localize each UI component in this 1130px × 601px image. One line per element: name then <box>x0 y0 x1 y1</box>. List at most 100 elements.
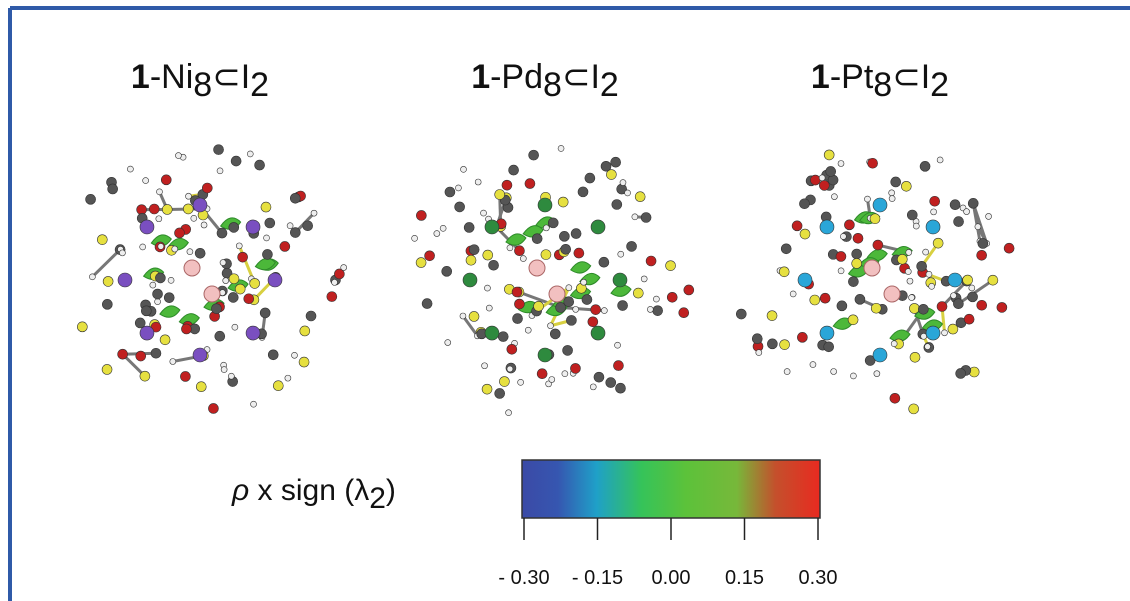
atom <box>214 330 226 342</box>
atom <box>844 219 855 231</box>
atom <box>107 183 118 195</box>
molecule <box>77 144 347 414</box>
atom <box>480 209 487 217</box>
atom <box>905 249 913 256</box>
atom <box>520 255 527 262</box>
atom <box>213 144 224 155</box>
atom <box>996 302 1008 313</box>
atom <box>560 243 572 255</box>
atom <box>683 284 695 296</box>
atom <box>836 300 848 312</box>
atom <box>617 300 628 311</box>
atom <box>142 177 149 184</box>
atom <box>611 199 623 210</box>
atom <box>953 298 964 310</box>
atom <box>505 409 512 417</box>
atom <box>216 227 228 239</box>
atom <box>930 208 937 216</box>
atom <box>298 356 310 368</box>
atom <box>310 209 318 217</box>
atom <box>968 284 976 292</box>
atom <box>259 307 271 319</box>
atom <box>533 300 544 312</box>
atom <box>517 379 524 386</box>
atom <box>909 303 920 314</box>
atom <box>117 348 128 360</box>
iodine <box>203 285 221 303</box>
atom <box>127 165 134 173</box>
colorbar-tick-label: - 0.15 <box>572 567 623 589</box>
atom <box>149 281 157 289</box>
metal-atom <box>872 347 888 363</box>
atom <box>967 291 978 303</box>
title-sub: 8 <box>193 66 212 104</box>
atom <box>890 176 902 188</box>
atom <box>536 368 548 380</box>
atom <box>547 217 559 229</box>
atom <box>809 294 821 306</box>
atom <box>864 355 876 366</box>
title-bold: 1 <box>811 58 830 96</box>
atom <box>912 222 920 230</box>
title-text: ⊂I <box>892 58 930 96</box>
atom <box>810 174 821 186</box>
atom <box>555 302 566 313</box>
atom <box>220 366 228 373</box>
atom <box>299 325 311 337</box>
metal-atom <box>245 219 261 235</box>
atom <box>141 305 152 317</box>
atom <box>906 209 918 221</box>
atom <box>666 291 678 303</box>
atom <box>148 203 160 215</box>
atom <box>600 161 612 172</box>
atom <box>267 349 279 361</box>
atom <box>89 273 96 281</box>
isosurface <box>159 305 181 318</box>
atom <box>941 329 948 337</box>
atom <box>963 208 970 215</box>
atom <box>260 201 272 213</box>
label-sub: 2 <box>369 482 386 515</box>
atom <box>809 361 817 368</box>
atom <box>562 345 573 356</box>
atom <box>896 254 908 265</box>
atom <box>851 248 863 260</box>
atom <box>531 233 543 244</box>
metal-atom <box>537 197 553 213</box>
atom <box>587 316 599 328</box>
atom <box>185 192 192 200</box>
atom <box>231 323 239 331</box>
atom <box>847 314 859 326</box>
panel-title: 1-Pt8⊂I2 <box>811 58 949 104</box>
atom <box>890 340 898 347</box>
atom <box>974 223 982 230</box>
atom <box>837 267 845 275</box>
atom <box>566 315 577 326</box>
atom <box>823 341 835 353</box>
atom <box>181 323 192 335</box>
atom <box>230 155 242 167</box>
atom <box>180 371 191 382</box>
atom <box>632 287 644 299</box>
metal-atom <box>537 347 553 363</box>
atom <box>263 234 270 242</box>
metal-atom <box>484 325 500 341</box>
atom <box>778 266 790 278</box>
atom <box>652 305 663 316</box>
atom <box>222 277 230 284</box>
atom <box>481 362 488 370</box>
atom <box>219 259 227 266</box>
atom <box>499 376 510 387</box>
atom <box>237 251 248 263</box>
metal-atom <box>590 325 606 341</box>
metal-atom <box>612 272 628 288</box>
atom <box>463 222 475 233</box>
atom <box>160 174 172 186</box>
molecule <box>735 149 1015 415</box>
atom <box>250 400 257 408</box>
atom <box>888 189 895 197</box>
iodine <box>883 285 901 303</box>
atom <box>485 304 493 312</box>
atom <box>545 380 552 388</box>
atom <box>284 374 292 382</box>
